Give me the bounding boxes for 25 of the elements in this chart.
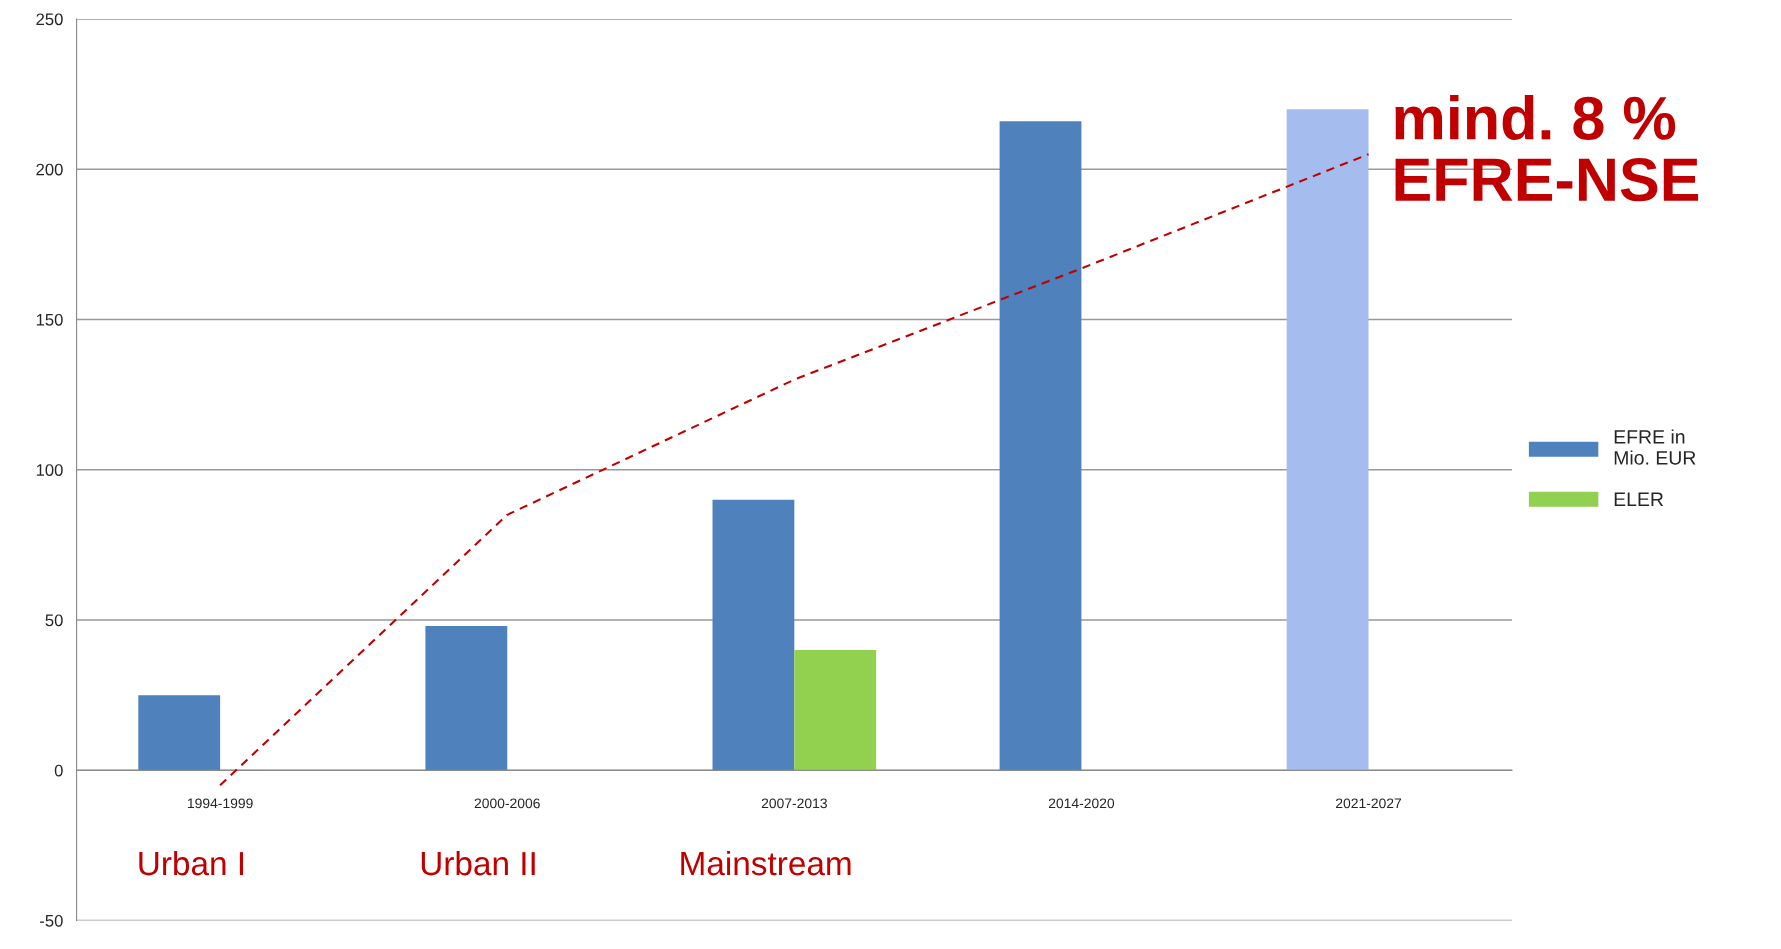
legend-label: EFRE in Mio. EUR: [1614, 429, 1696, 465]
bar: [425, 626, 508, 771]
x-tick-label: 2007-2013: [761, 798, 827, 809]
annotation: mind. 8 % EFRE-NSE: [1395, 95, 1699, 202]
annotation: Mainstream: [681, 850, 851, 876]
y-tick-label: 100: [36, 464, 63, 476]
bar: [712, 499, 795, 771]
x-tick-label: 2000-2006: [474, 798, 540, 809]
y-tick-label: -50: [40, 914, 63, 927]
bar: [138, 695, 221, 771]
x-tick-label: 2014-2020: [1048, 798, 1115, 809]
y-tick-label: 200: [36, 163, 63, 176]
y-tick-label: 250: [36, 13, 63, 26]
bar: [794, 650, 877, 771]
x-tick-label: 1994-1999: [187, 798, 253, 809]
y-tick-label: 0: [54, 764, 63, 777]
y-tick-label: 50: [45, 614, 63, 627]
bar: [1286, 109, 1369, 771]
y-tick-label: 150: [36, 313, 63, 326]
annotation: Urban I: [139, 850, 244, 876]
line-series: [219, 153, 1370, 787]
annotation: Urban II: [421, 850, 535, 876]
x-tick-label: 2021-2027: [1336, 798, 1402, 809]
legend-label: ELER: [1614, 492, 1664, 506]
bar: [999, 121, 1082, 771]
